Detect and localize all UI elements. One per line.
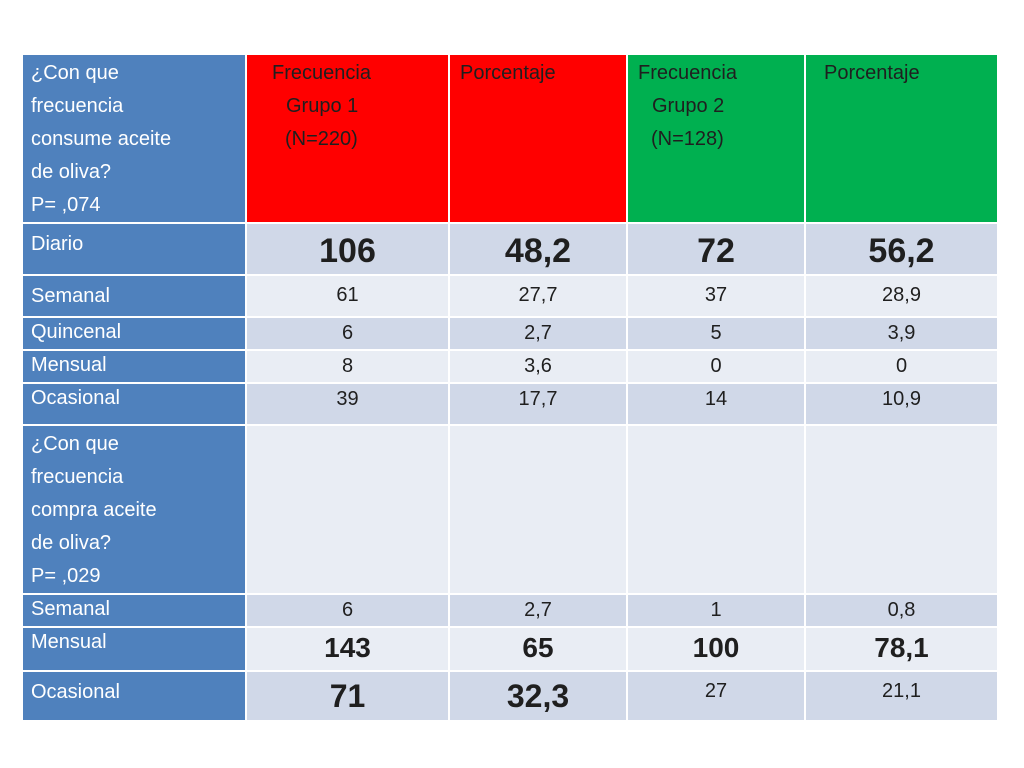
cell-value: 8 bbox=[245, 349, 450, 384]
cell-value: 28,9 bbox=[804, 274, 999, 318]
header-line: Porcentaje bbox=[460, 62, 556, 84]
question-consume-cell: ¿Con que frecuencia consume aceite de ol… bbox=[21, 53, 247, 224]
table-row-ocasional-compra: Ocasional 71 32,3 27 21,1 bbox=[21, 670, 999, 722]
cell-value: 65 bbox=[448, 626, 628, 672]
cell-value: 10,9 bbox=[804, 382, 999, 426]
question-consume-line: consume aceite bbox=[31, 128, 172, 150]
cell-value: 48,2 bbox=[448, 222, 628, 276]
cell-value: 56,2 bbox=[804, 222, 999, 276]
table-row-diario: Diario 106 48,2 72 56,2 bbox=[21, 222, 999, 276]
row-label: Mensual bbox=[21, 349, 247, 384]
row-label: Mensual bbox=[21, 626, 247, 672]
cell-value: 5 bbox=[626, 316, 806, 351]
p-value-purchase: P= ,029 bbox=[31, 565, 101, 587]
empty-cell bbox=[448, 424, 628, 595]
cell-value: 32,3 bbox=[448, 670, 628, 722]
cell-value: 39 bbox=[245, 382, 450, 426]
cell-value: 100 bbox=[626, 626, 806, 672]
cell-value: 71 bbox=[245, 670, 450, 722]
question-consume-line: de oliva? bbox=[31, 161, 112, 183]
header-line: Porcentaje bbox=[824, 62, 920, 84]
cell-value: 14 bbox=[626, 382, 806, 426]
empty-cell bbox=[804, 424, 999, 595]
header-porcentaje-grupo1: Porcentaje bbox=[448, 53, 628, 224]
header-line: Frecuencia bbox=[272, 62, 371, 84]
header-line: Frecuencia bbox=[638, 62, 737, 84]
cell-value: 0,8 bbox=[804, 593, 999, 628]
header-line: Grupo 1 bbox=[286, 95, 359, 117]
row-label: Ocasional bbox=[21, 670, 247, 722]
question-consume-line: ¿Con que bbox=[31, 62, 119, 84]
cell-value: 37 bbox=[626, 274, 806, 318]
table-row-ocasional: Ocasional 39 17,7 14 10,9 bbox=[21, 382, 999, 426]
cell-value: 6 bbox=[245, 316, 450, 351]
empty-cell bbox=[626, 424, 806, 595]
question-consume-line: frecuencia bbox=[31, 95, 124, 117]
cell-value: 72 bbox=[626, 222, 806, 276]
header-row: ¿Con que frecuencia consume aceite de ol… bbox=[21, 53, 999, 224]
cell-value: 78,1 bbox=[804, 626, 999, 672]
question-purchase-line: frecuencia bbox=[31, 466, 124, 488]
header-frecuencia-grupo1: Frecuencia Grupo 1 (N=220) bbox=[245, 53, 450, 224]
cell-value: 3,9 bbox=[804, 316, 999, 351]
table-row-mensual: Mensual 8 3,6 0 0 bbox=[21, 349, 999, 384]
cell-value: 27,7 bbox=[448, 274, 628, 318]
row-label: Diario bbox=[21, 222, 247, 276]
question-purchase-line: ¿Con que bbox=[31, 433, 119, 455]
cell-value: 3,6 bbox=[448, 349, 628, 384]
table-row-mensual-compra: Mensual 143 65 100 78,1 bbox=[21, 626, 999, 672]
cell-value: 0 bbox=[626, 349, 806, 384]
olive-oil-frequency-table: ¿Con que frecuencia consume aceite de ol… bbox=[21, 53, 999, 722]
header-line: (N=220) bbox=[285, 128, 358, 150]
cell-value: 6 bbox=[245, 593, 450, 628]
header-line: (N=128) bbox=[651, 128, 724, 150]
question-purchase-cell: ¿Con que frecuencia compra aceite de oli… bbox=[21, 424, 247, 595]
cell-value: 61 bbox=[245, 274, 450, 318]
row-label: Semanal bbox=[21, 593, 247, 628]
cell-value: 21,1 bbox=[804, 670, 999, 722]
cell-value: 143 bbox=[245, 626, 450, 672]
cell-value: 17,7 bbox=[448, 382, 628, 426]
question-purchase-line: compra aceite bbox=[31, 499, 157, 521]
row-label: Ocasional bbox=[21, 382, 247, 426]
table-row-semanal: Semanal 61 27,7 37 28,9 bbox=[21, 274, 999, 318]
cell-value: 2,7 bbox=[448, 316, 628, 351]
p-value-consume: P= ,074 bbox=[31, 194, 101, 216]
table-row-quincenal: Quincenal 6 2,7 5 3,9 bbox=[21, 316, 999, 351]
table-row-semanal-compra: Semanal 6 2,7 1 0,8 bbox=[21, 593, 999, 628]
cell-value: 1 bbox=[626, 593, 806, 628]
row-label: Semanal bbox=[21, 274, 247, 318]
cell-value: 27 bbox=[626, 670, 806, 722]
empty-cell bbox=[245, 424, 450, 595]
row-label: Quincenal bbox=[21, 316, 247, 351]
question-purchase-row: ¿Con que frecuencia compra aceite de oli… bbox=[21, 424, 999, 595]
header-frecuencia-grupo2: Frecuencia Grupo 2 (N=128) bbox=[626, 53, 806, 224]
question-purchase-line: de oliva? bbox=[31, 532, 112, 554]
cell-value: 0 bbox=[804, 349, 999, 384]
header-line: Grupo 2 bbox=[652, 95, 725, 117]
header-porcentaje-grupo2: Porcentaje bbox=[804, 53, 999, 224]
cell-value: 106 bbox=[245, 222, 450, 276]
cell-value: 2,7 bbox=[448, 593, 628, 628]
